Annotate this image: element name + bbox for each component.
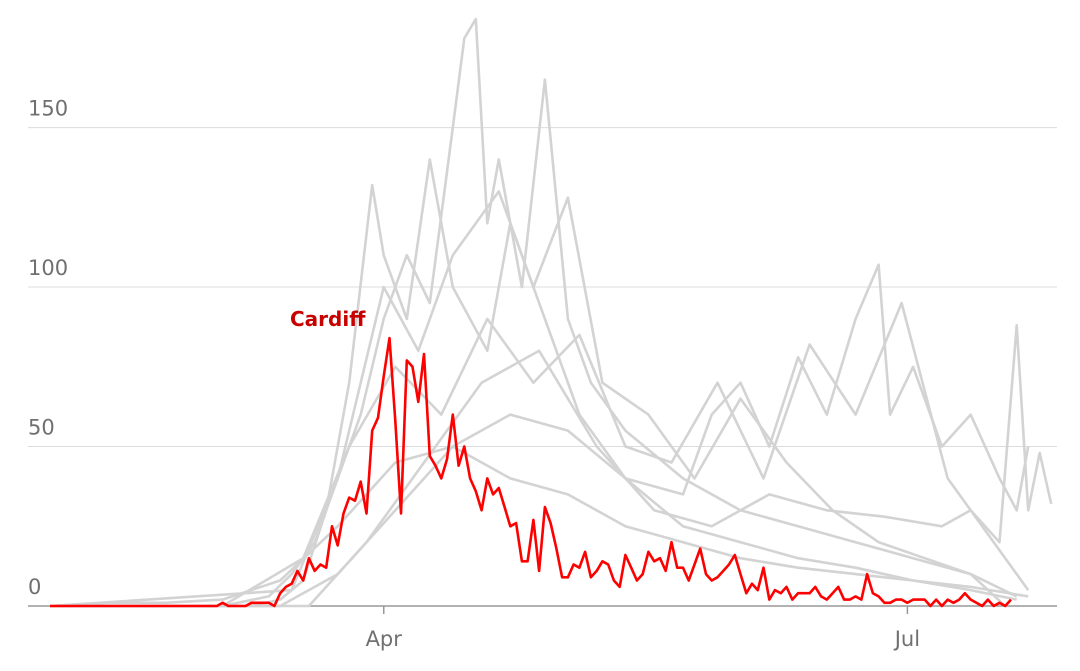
area-line	[50, 263, 1030, 608]
area-line	[50, 324, 1053, 608]
annotation: Cardiff	[290, 307, 366, 331]
y-tick-label: 100	[28, 256, 68, 280]
area-line	[50, 158, 1017, 608]
y-tick-label: 50	[28, 416, 55, 440]
area-line	[50, 17, 1018, 608]
highlight-line	[50, 336, 1012, 608]
x-tick-label: Jul	[893, 627, 920, 651]
x-tick-label: Apr	[366, 627, 403, 651]
area-line	[50, 301, 1030, 608]
y-tick-label: 0	[28, 575, 41, 599]
area-line	[49, 445, 1029, 608]
area-line	[49, 190, 1007, 608]
y-tick-label: 150	[28, 97, 68, 121]
lines	[49, 17, 1053, 608]
